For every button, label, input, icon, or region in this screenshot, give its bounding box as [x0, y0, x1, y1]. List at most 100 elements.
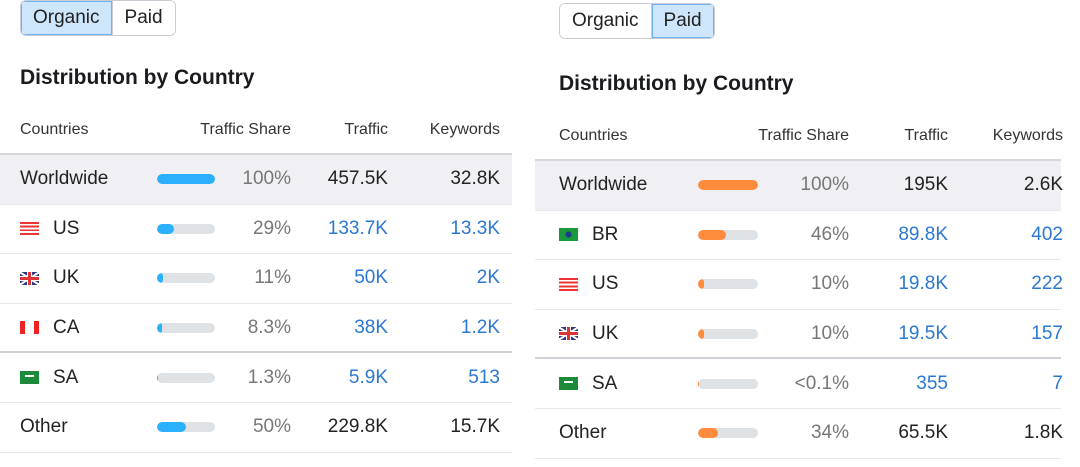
country-table: Worldwide 100% 457.5K 32.8K US 29% 133.7… [0, 153, 512, 453]
traffic-share-value: 100% [242, 168, 291, 190]
traffic-share-value: 50% [252, 416, 291, 438]
traffic-share-fill [157, 273, 164, 284]
country-cell[interactable]: US [559, 273, 618, 295]
traffic-share-bar [157, 223, 215, 234]
country-name: SA [53, 366, 79, 388]
uk-flag-icon [559, 327, 578, 341]
table-row: US 29% 133.7K 13.3K [0, 205, 512, 255]
country-name: UK [592, 322, 619, 344]
country-name: SA [592, 372, 618, 394]
country-cell: Worldwide [559, 174, 647, 196]
traffic-share-bar [698, 328, 758, 339]
keywords-value[interactable]: 2K [476, 267, 500, 289]
traffic-type-toggle: Organic Paid [559, 3, 715, 39]
section-title: Distribution by Country [559, 72, 794, 95]
table-row: US 10% 19.8K 222 [535, 260, 1063, 310]
traffic-value[interactable]: 89.8K [898, 223, 948, 245]
table-row: UK 11% 50K 2K [0, 254, 512, 304]
keywords-value[interactable]: 513 [468, 366, 500, 388]
traffic-value[interactable]: 133.7K [327, 217, 388, 239]
keywords-value[interactable]: 7 [1052, 372, 1063, 394]
sa-flag-icon [559, 377, 578, 391]
keywords-value: 15.7K [450, 416, 500, 438]
header-keywords[interactable]: Keywords [992, 127, 1063, 144]
keywords-value[interactable]: 157 [1031, 322, 1063, 344]
traffic-share-bar [698, 229, 758, 240]
traffic-share-fill [698, 229, 726, 240]
traffic-share-bar [157, 422, 215, 433]
traffic-share-value: <0.1% [794, 372, 849, 394]
keywords-value[interactable]: 1.2K [460, 316, 500, 338]
traffic-value: 229.8K [327, 416, 388, 438]
country-cell: Worldwide [20, 168, 108, 190]
table-row: Other 50% 229.8K 15.7K [0, 403, 512, 453]
header-traffic[interactable]: Traffic [904, 127, 948, 144]
traffic-share-bar [698, 180, 758, 191]
traffic-value[interactable]: 19.8K [898, 273, 948, 295]
traffic-share-bar [698, 279, 758, 290]
keywords-value[interactable]: 222 [1031, 273, 1063, 295]
traffic-value[interactable]: 355 [916, 372, 948, 394]
keywords-value[interactable]: 402 [1031, 223, 1063, 245]
table-row: Worldwide 100% 457.5K 32.8K [0, 155, 512, 205]
us-flag-icon [20, 222, 39, 236]
table-row: CA 8.3% 38K 1.2K [0, 304, 512, 354]
traffic-value: 457.5K [327, 168, 388, 190]
header-traffic-share[interactable]: Traffic Share [200, 121, 291, 138]
table-row: BR 46% 89.8K 402 [535, 211, 1063, 261]
header-keywords[interactable]: Keywords [429, 121, 500, 138]
country-name: UK [53, 267, 80, 289]
table-row: SA 1.3% 5.9K 513 [0, 353, 512, 403]
traffic-share-fill [157, 372, 158, 383]
traffic-value: 65.5K [898, 422, 948, 444]
country-cell[interactable]: US [20, 218, 79, 240]
br-flag-icon [559, 228, 578, 242]
table-row: Other 34% 65.5K 1.8K [535, 409, 1063, 459]
uk-flag-icon [20, 271, 39, 285]
header-traffic-share[interactable]: Traffic Share [758, 127, 849, 144]
country-cell: Other [20, 416, 68, 438]
traffic-value[interactable]: 5.9K [348, 366, 388, 388]
country-cell[interactable]: SA [20, 367, 78, 389]
country-name: Other [559, 422, 607, 444]
section-title: Distribution by Country [20, 66, 255, 89]
toggle-organic[interactable]: Organic [21, 1, 112, 35]
country-name: BR [592, 223, 619, 245]
us-flag-icon [559, 277, 578, 291]
country-cell[interactable]: UK [559, 323, 618, 345]
traffic-share-fill [698, 378, 699, 389]
toggle-paid[interactable]: Paid [111, 1, 175, 35]
traffic-value[interactable]: 19.5K [898, 322, 948, 344]
traffic-value: 195K [903, 174, 948, 196]
table-row: SA <0.1% 355 7 [535, 359, 1063, 409]
traffic-share-bar [698, 378, 758, 389]
keywords-value: 2.6K [1023, 174, 1063, 196]
traffic-share-fill [157, 174, 215, 185]
toggle-organic[interactable]: Organic [560, 4, 651, 38]
toggle-paid[interactable]: Paid [650, 4, 714, 38]
country-name: US [53, 217, 80, 239]
keywords-value[interactable]: 13.3K [450, 217, 500, 239]
traffic-share-bar [157, 174, 215, 185]
table-row: UK 10% 19.5K 157 [535, 310, 1063, 360]
country-table: Worldwide 100% 195K 2.6K BR 46% 89.8K 40… [535, 159, 1063, 459]
traffic-share-fill [157, 422, 186, 433]
traffic-value[interactable]: 38K [354, 316, 388, 338]
header-traffic[interactable]: Traffic [344, 121, 388, 138]
country-cell[interactable]: CA [20, 317, 79, 339]
traffic-share-value: 46% [810, 223, 849, 245]
country-cell[interactable]: UK [20, 267, 79, 289]
traffic-value[interactable]: 50K [354, 267, 388, 289]
ca-flag-icon [20, 321, 39, 335]
traffic-share-value: 1.3% [247, 366, 291, 388]
country-cell[interactable]: BR [559, 224, 618, 246]
traffic-share-bar [157, 372, 215, 383]
sa-flag-icon [20, 371, 39, 385]
country-cell[interactable]: SA [559, 373, 617, 395]
table-header: Countries Traffic Share Traffic Keywords [0, 121, 512, 143]
traffic-share-bar [157, 322, 215, 333]
traffic-share-fill [698, 180, 758, 191]
traffic-share-fill [157, 322, 162, 333]
country-cell: Other [559, 422, 607, 444]
traffic-share-value: 10% [810, 273, 849, 295]
